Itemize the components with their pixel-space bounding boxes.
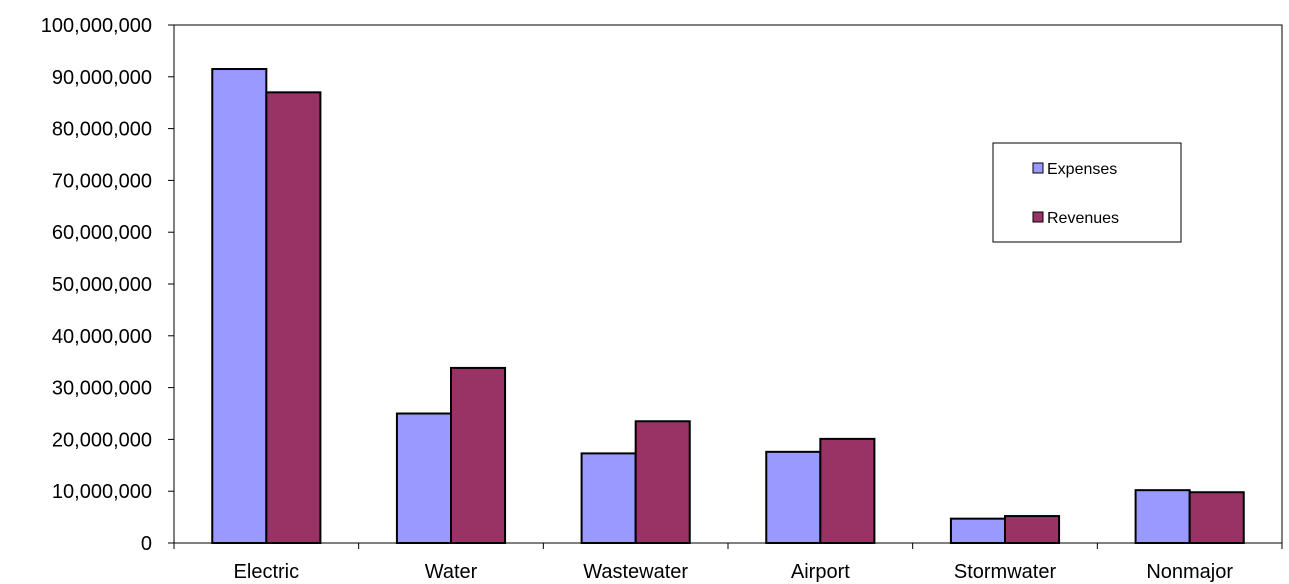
y-tick-label: 100,000,000 <box>41 15 152 37</box>
bar-expenses-airport <box>765 450 822 544</box>
x-category-label: Electric <box>234 561 300 583</box>
y-tick-label: 70,000,000 <box>52 170 152 192</box>
y-tick-label: 60,000,000 <box>52 222 152 244</box>
x-category-label: Wastewater <box>583 561 688 583</box>
bar-expenses-nonmajor <box>1134 489 1191 544</box>
bar-revenues-nonmajor <box>1188 491 1245 544</box>
x-category-label: Airport <box>791 561 850 583</box>
bar-revenues-stormwater <box>1004 515 1061 545</box>
bar-revenues-wastewater <box>634 420 691 544</box>
x-category-label: Water <box>425 561 478 583</box>
legend-swatch-expenses <box>1032 162 1044 174</box>
x-axis: Electric Water Wastewater Airport Stormwater… <box>173 543 1283 583</box>
bar-expenses-electric <box>211 68 268 544</box>
bar-revenues-airport <box>819 437 876 544</box>
x-category-label: Nonmajor <box>1146 561 1233 583</box>
bar-expenses-stormwater <box>949 517 1007 544</box>
bar-revenues-electric <box>265 91 322 544</box>
bar-expenses-wastewater <box>580 452 637 544</box>
y-tick-label: 40,000,000 <box>52 326 152 348</box>
legend-label-revenues: Revenues <box>1047 210 1119 227</box>
y-tick-label: 30,000,000 <box>52 378 152 400</box>
legend-swatch-revenues <box>1032 211 1044 223</box>
plot-area <box>173 24 1283 544</box>
y-tick-label: 50,000,000 <box>52 274 152 296</box>
y-tick-label: 20,000,000 <box>52 429 152 451</box>
y-tick-label: 0 <box>141 533 152 555</box>
y-tick-label: 80,000,000 <box>52 119 152 141</box>
legend-label-expenses: Expenses <box>1047 161 1117 178</box>
legend-box <box>992 142 1182 243</box>
bar-revenues-water <box>450 366 507 544</box>
bars <box>211 68 1245 545</box>
legend: Expenses Revenues <box>992 142 1182 243</box>
bar-expenses-water <box>395 412 452 544</box>
y-tick-label: 10,000,000 <box>52 481 152 503</box>
x-category-label: Stormwater <box>954 561 1057 583</box>
y-axis: 0 10,000,000 20,000,000 30,000,000 40,000,00… <box>41 15 174 555</box>
y-tick-label: 90,000,000 <box>52 67 152 89</box>
